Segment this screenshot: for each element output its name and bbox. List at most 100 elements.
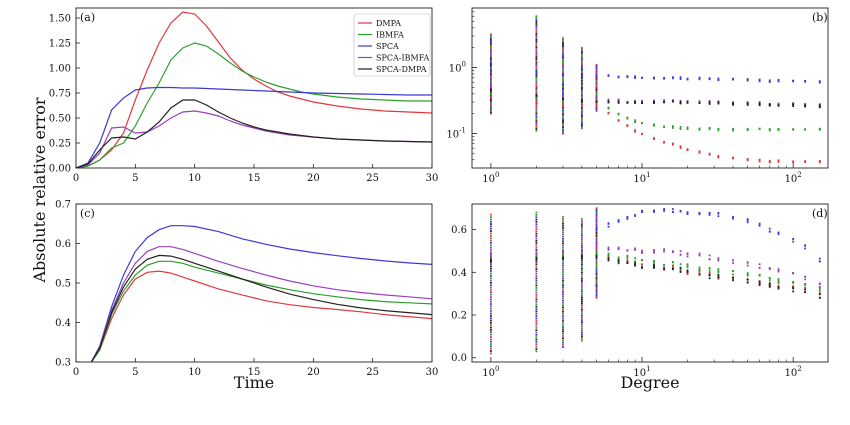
spread-point: [562, 295, 564, 298]
spread-point: [595, 295, 598, 298]
spread-point: [562, 75, 564, 78]
spread-point: [580, 108, 583, 111]
scatter-point-spca-dmpa: [818, 106, 821, 109]
spread-point: [562, 119, 564, 122]
y-tick-label: 0.25: [49, 139, 71, 150]
spread-point: [562, 40, 564, 43]
spread-point: [489, 42, 492, 45]
scatter-point-spca-ibmfa: [489, 252, 492, 255]
scatter-point-spca-dmpa: [663, 267, 666, 270]
panels: 0 5 10 15 20 25 300.000.250.500.751.001.251.50…: [49, 7, 829, 379]
scatter-point-spca-ibmfa: [679, 253, 682, 256]
spread-point: [580, 94, 583, 97]
scatter-point-spca-ibmfa: [607, 246, 610, 249]
spread-point: [580, 82, 583, 85]
scatter-point-dmpa: [758, 158, 761, 161]
spread-point: [562, 215, 564, 218]
scatter-point-spca-ibmfa: [758, 266, 761, 269]
spread-point: [535, 319, 538, 322]
scatter-point-ibmfa: [698, 269, 701, 271]
scatter-point-spca-dmpa: [758, 102, 761, 105]
scatter-point-spca: [777, 80, 780, 83]
spread-point: [595, 222, 598, 225]
spread-point: [535, 282, 538, 285]
spread-point: [595, 280, 598, 283]
spread-point: [595, 221, 598, 223]
scatter-point-dmpa: [758, 160, 761, 163]
panel-tag-c: (c): [80, 207, 95, 220]
series-line-spca: [76, 86, 432, 168]
spread-point: [535, 225, 538, 228]
spread-point: [580, 337, 583, 340]
scatter-point-ibmfa: [679, 125, 682, 128]
x-tick-label: 0: [73, 367, 79, 378]
spread-point: [535, 331, 538, 334]
spread-point: [562, 297, 564, 300]
scatter-point-spca-ibmfa: [792, 272, 795, 275]
spread-point: [562, 302, 564, 304]
spread-point: [595, 262, 598, 264]
series-lines: [76, 11, 432, 168]
scatter-point-spca: [758, 224, 761, 227]
spread-point: [489, 230, 492, 233]
spread-point: [489, 64, 492, 67]
scatter-point-spca-dmpa: [758, 284, 761, 286]
spread-point: [535, 284, 538, 287]
scatter-point-spca: [708, 78, 711, 81]
scatter-point-ibmfa: [768, 279, 771, 282]
spread-point: [580, 224, 583, 227]
scatter-point-spca: [758, 78, 761, 81]
scatter-point-ibmfa: [679, 127, 682, 130]
spread-point: [595, 297, 598, 299]
scatter-point-dmpa: [634, 130, 637, 133]
spread-point: [580, 236, 583, 239]
scatter-point-ibmfa: [746, 274, 749, 277]
spread-point: [535, 120, 538, 122]
scatter-point-spca-dmpa: [768, 104, 771, 107]
scatter-point-ibmfa: [626, 256, 629, 259]
spread-point: [535, 223, 538, 226]
spread-point: [562, 130, 564, 133]
spread-point: [535, 263, 538, 266]
spread-point: [595, 230, 598, 232]
spread-point: [489, 37, 492, 40]
spread-point: [489, 242, 492, 244]
y-tick-label: 0.6: [55, 239, 71, 250]
spread-point: [489, 57, 492, 60]
scatter-point-spca: [653, 76, 655, 79]
spread-point: [489, 352, 492, 355]
spread-point: [595, 237, 598, 240]
scatter-point-spca: [732, 217, 734, 220]
y-tick-label: 1.00: [49, 64, 71, 75]
spread-point: [489, 111, 492, 114]
scatter-point-spca: [626, 215, 629, 218]
spread-point: [489, 65, 492, 68]
x-tick-label: 102: [785, 365, 802, 379]
legend-label: IBMFA: [376, 31, 404, 40]
y-tick-label: 1.25: [49, 39, 71, 50]
spread-point: [595, 275, 598, 278]
scatter-point-ibmfa: [792, 128, 795, 131]
spread-point: [562, 43, 564, 46]
scatter-point-spca: [671, 208, 674, 210]
spread-point: [580, 53, 583, 56]
spread-point: [562, 124, 564, 127]
spread-point: [535, 305, 538, 308]
scatter-point-dmpa: [768, 161, 771, 164]
spread-point: [535, 237, 538, 240]
scatter-point-dmpa: [818, 160, 821, 162]
spread-point: [535, 239, 538, 242]
scatter-point-spca: [777, 233, 780, 236]
legend: DMPA IBMFA SPCA SPCA-IBMFA SPCA-DMPA: [353, 13, 431, 77]
scatter-point-spca-dmpa: [580, 254, 583, 257]
spread-point: [595, 268, 598, 270]
spread-point: [535, 312, 538, 315]
scatter-point-dmpa: [708, 153, 711, 156]
spread-point: [562, 288, 564, 291]
y-tick-label: 0.5: [55, 279, 71, 290]
scatter-point-spca-dmpa: [489, 88, 492, 91]
spread-point: [562, 218, 564, 220]
scatter-point-spca: [634, 215, 637, 217]
scatter-point-dmpa: [698, 270, 701, 273]
